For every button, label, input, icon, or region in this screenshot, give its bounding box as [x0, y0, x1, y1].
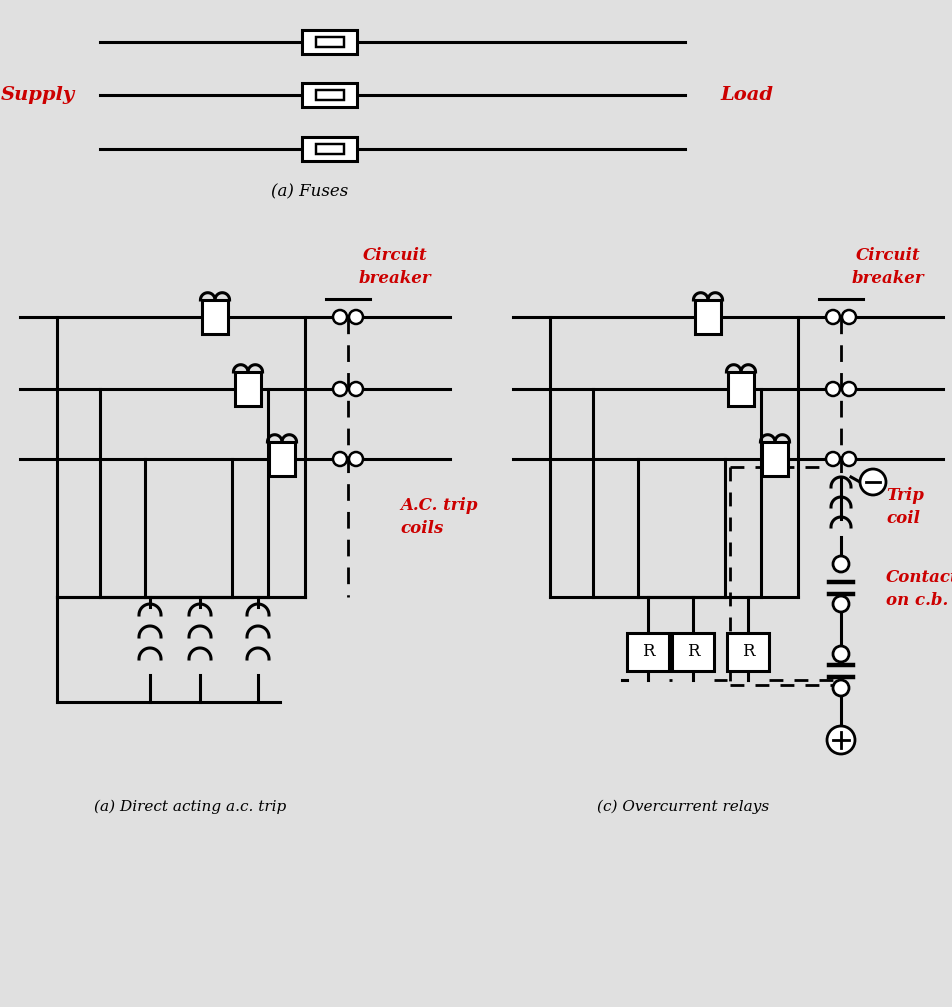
- Circle shape: [332, 310, 347, 324]
- Circle shape: [825, 382, 839, 396]
- Text: A.C. trip
coils: A.C. trip coils: [400, 497, 477, 537]
- Circle shape: [832, 596, 848, 612]
- Circle shape: [832, 556, 848, 572]
- Bar: [302, 83, 357, 107]
- Circle shape: [859, 469, 885, 495]
- Circle shape: [832, 680, 848, 696]
- Circle shape: [825, 310, 839, 324]
- Circle shape: [348, 382, 363, 396]
- Bar: [727, 372, 753, 406]
- Bar: [316, 144, 344, 154]
- Bar: [671, 633, 713, 671]
- Text: Contact
on c.b.: Contact on c.b.: [885, 569, 952, 608]
- Circle shape: [826, 726, 854, 754]
- Text: R: R: [741, 643, 753, 661]
- Text: Circuit
breaker: Circuit breaker: [358, 248, 431, 287]
- Bar: [302, 137, 357, 161]
- Circle shape: [825, 452, 839, 466]
- Bar: [694, 300, 721, 334]
- Circle shape: [348, 452, 363, 466]
- Circle shape: [842, 310, 855, 324]
- Circle shape: [348, 310, 363, 324]
- Text: (c) Overcurrent relays: (c) Overcurrent relays: [596, 800, 768, 815]
- Bar: [302, 30, 357, 54]
- Bar: [202, 300, 228, 334]
- Text: Trip
coil: Trip coil: [885, 487, 922, 527]
- Bar: [316, 90, 344, 101]
- Bar: [268, 442, 295, 476]
- Text: R: R: [686, 643, 699, 661]
- Circle shape: [842, 452, 855, 466]
- Bar: [726, 633, 768, 671]
- Text: Load: Load: [720, 86, 772, 104]
- Text: (a) Fuses: (a) Fuses: [271, 183, 348, 200]
- Text: (a) Direct acting a.c. trip: (a) Direct acting a.c. trip: [94, 800, 286, 815]
- Circle shape: [832, 646, 848, 662]
- Circle shape: [332, 382, 347, 396]
- Circle shape: [842, 382, 855, 396]
- Text: R: R: [641, 643, 654, 661]
- Circle shape: [332, 452, 347, 466]
- Bar: [235, 372, 261, 406]
- Bar: [316, 36, 344, 47]
- Text: Circuit
breaker: Circuit breaker: [851, 248, 923, 287]
- Text: Supply: Supply: [1, 86, 75, 104]
- Bar: [762, 442, 787, 476]
- Bar: [626, 633, 668, 671]
